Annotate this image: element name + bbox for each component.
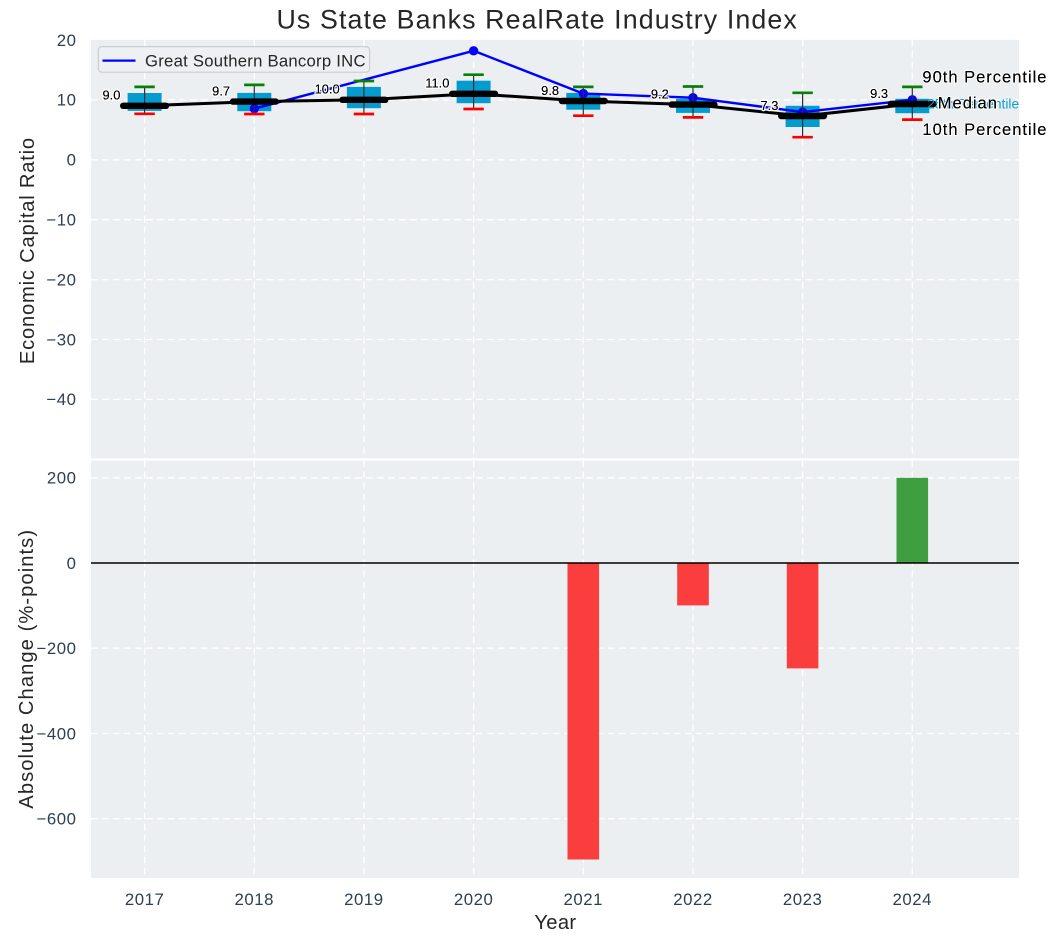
svg-text:200: 200 (47, 469, 77, 488)
svg-text:9.3: 9.3 (870, 86, 888, 101)
svg-text:7.3: 7.3 (760, 98, 778, 113)
svg-text:11.0: 11.0 (425, 76, 449, 91)
svg-text:Absolute Change (%-points): Absolute Change (%-points) (16, 529, 38, 809)
svg-text:9.0: 9.0 (102, 88, 120, 103)
svg-text:2019: 2019 (344, 890, 384, 909)
svg-text:0: 0 (67, 151, 77, 170)
svg-text:9.7: 9.7 (212, 83, 230, 98)
svg-text:2021: 2021 (564, 890, 604, 909)
svg-text:9.2: 9.2 (651, 86, 669, 101)
svg-text:Median: Median (938, 95, 998, 113)
svg-text:90th Percentile: 90th Percentile (922, 68, 1047, 86)
svg-text:10: 10 (57, 91, 77, 110)
svg-text:9.8: 9.8 (541, 83, 559, 98)
svg-text:−600: −600 (37, 810, 77, 829)
svg-text:Economic Capital Ratio: Economic Capital Ratio (17, 137, 39, 364)
svg-text:Median: Median (938, 95, 998, 113)
svg-text:10.0: 10.0 (315, 82, 340, 97)
svg-text:9.7: 9.7 (212, 83, 230, 98)
svg-text:9.0: 9.0 (102, 88, 120, 103)
svg-text:2022: 2022 (673, 890, 713, 909)
svg-text:10th Percentile: 10th Percentile (922, 121, 1047, 139)
svg-text:2024: 2024 (893, 890, 933, 909)
svg-text:9.8: 9.8 (541, 83, 559, 98)
svg-text:2017: 2017 (125, 890, 165, 909)
svg-text:−10: −10 (46, 211, 76, 230)
svg-text:2023: 2023 (783, 890, 823, 909)
svg-text:Us State Banks RealRate Indust: Us State Banks RealRate Industry Index (276, 5, 797, 35)
svg-text:−30: −30 (46, 330, 76, 349)
svg-text:10.0: 10.0 (315, 82, 340, 97)
svg-text:−200: −200 (37, 639, 77, 658)
svg-text:−400: −400 (37, 724, 77, 743)
svg-text:2018: 2018 (235, 890, 275, 909)
svg-text:−40: −40 (46, 390, 76, 409)
svg-text:−20: −20 (46, 270, 76, 289)
svg-text:9.3: 9.3 (870, 86, 888, 101)
svg-text:Great Southern Bancorp INC: Great Southern Bancorp INC (145, 51, 366, 70)
svg-text:Year: Year (534, 912, 576, 934)
svg-text:0: 0 (67, 554, 77, 573)
svg-text:10th Percentile: 10th Percentile (922, 121, 1047, 139)
svg-text:2020: 2020 (454, 890, 494, 909)
svg-text:90th Percentile: 90th Percentile (922, 68, 1047, 86)
svg-text:9.2: 9.2 (651, 86, 669, 101)
svg-text:11.0: 11.0 (425, 76, 449, 91)
svg-text:7.3: 7.3 (760, 98, 778, 113)
svg-text:20: 20 (57, 31, 77, 50)
svg-text:25th Percentile: 25th Percentile (927, 96, 1019, 111)
